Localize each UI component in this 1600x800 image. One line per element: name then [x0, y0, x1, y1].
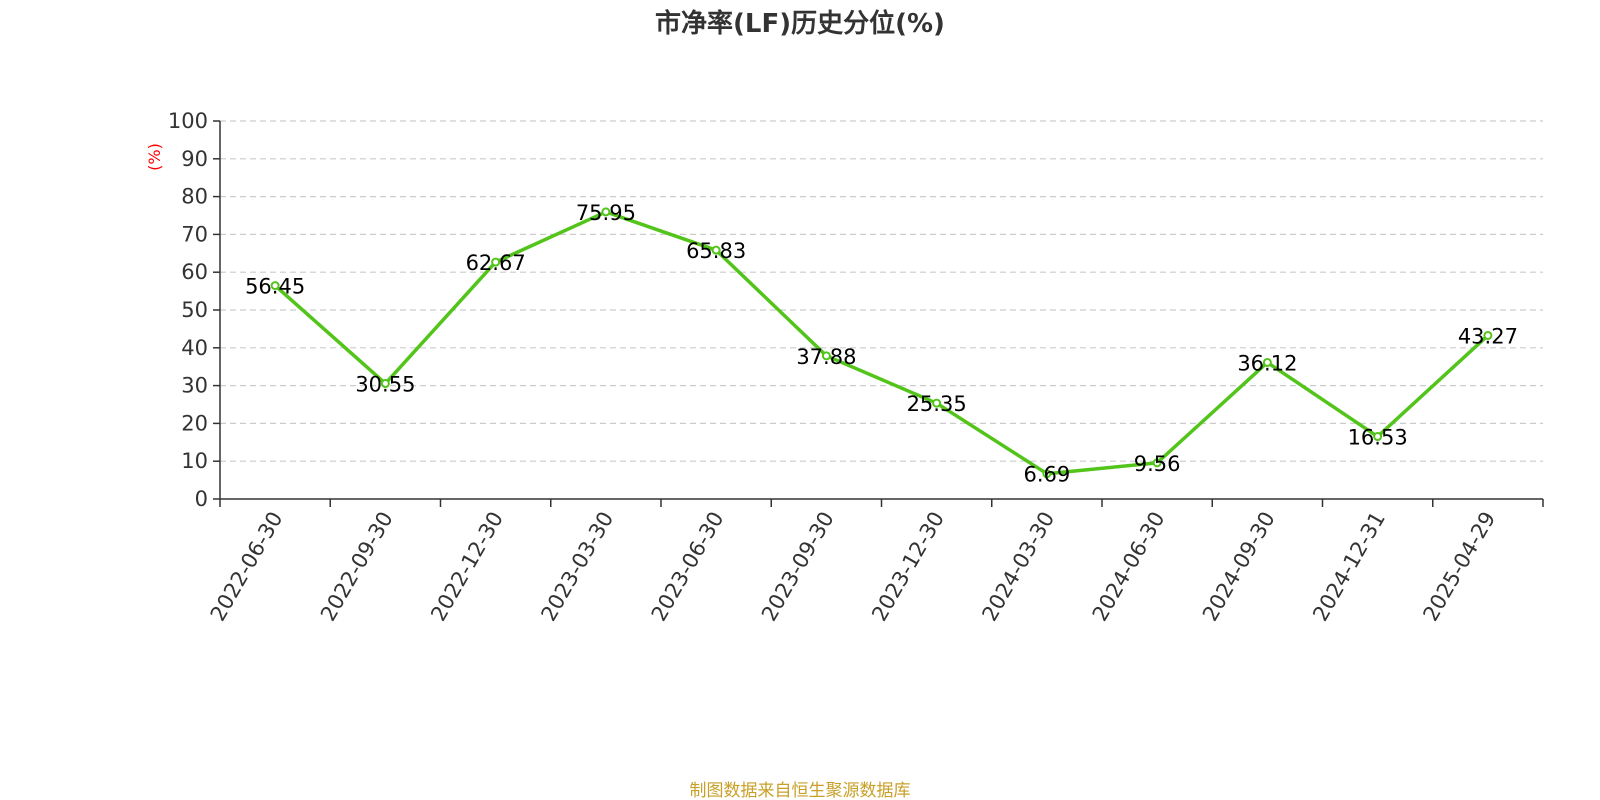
data-point	[270, 281, 280, 291]
y-tick-label: 20	[181, 411, 208, 435]
data-label: 56.45	[245, 275, 305, 299]
x-tick-label: 2022-12-30	[426, 508, 508, 626]
y-axis-label: (%)	[145, 143, 164, 171]
x-tick-label: 2024-06-30	[1088, 508, 1170, 626]
x-tick-label: 2024-09-30	[1198, 508, 1280, 626]
x-tick-label: 2023-03-30	[536, 508, 618, 626]
data-label: 65.83	[686, 239, 746, 263]
data-labels: 56.45 30.55 62.67 75.95 65.83 37.88 25.35 6.69 9…	[245, 201, 1518, 487]
data-label: 43.27	[1458, 324, 1518, 348]
y-tick-label: 0	[195, 487, 208, 511]
data-label: 37.88	[796, 345, 856, 369]
data-label: 30.55	[355, 373, 415, 397]
y-tick-label: 60	[181, 260, 208, 284]
data-point	[1373, 432, 1383, 442]
x-tick-label: 2022-09-30	[316, 508, 398, 626]
data-label: 25.35	[907, 392, 967, 416]
data-label: 16.53	[1348, 426, 1408, 450]
data-point	[932, 398, 942, 408]
data-label: 6.69	[1023, 463, 1070, 487]
data-label: 9.56	[1134, 452, 1181, 476]
data-label: 75.95	[576, 201, 636, 225]
y-tick-label: 80	[181, 185, 208, 209]
x-tick-label: 2024-12-31	[1308, 508, 1390, 626]
x-tick-label: 2022-06-30	[206, 508, 288, 626]
x-tick-label: 2023-09-30	[757, 508, 839, 626]
data-point	[711, 245, 721, 255]
series-line	[270, 207, 1493, 479]
x-tick-label: 2023-06-30	[647, 508, 729, 626]
y-tick-label: 30	[181, 374, 208, 398]
source-note: 制图数据来自恒生聚源数据库	[690, 781, 911, 800]
x-tick-label: 2023-12-30	[867, 508, 949, 626]
grid-lines	[220, 120, 1543, 462]
data-point	[491, 257, 501, 267]
data-label: 62.67	[466, 251, 526, 275]
y-tick-label: 10	[181, 449, 208, 473]
data-point	[1042, 469, 1052, 479]
chart-title: 市净率(LF)历史分位(%)	[655, 8, 945, 39]
y-tick-label: 100	[168, 109, 208, 133]
data-point	[821, 351, 831, 361]
y-tick-label: 70	[181, 222, 208, 246]
data-point	[1262, 357, 1272, 367]
x-tick-label: 2024-03-30	[977, 508, 1059, 626]
data-point	[1152, 458, 1162, 468]
data-point	[380, 379, 390, 389]
data-point	[1483, 330, 1493, 340]
data-point	[601, 207, 611, 217]
data-label: 36.12	[1237, 351, 1297, 375]
series-line-path	[273, 210, 1490, 476]
x-tick-label: 2025-04-29	[1418, 508, 1500, 626]
y-tick-label: 40	[181, 336, 208, 360]
y-tick-label: 50	[181, 298, 208, 322]
y-tick-label: 90	[181, 147, 208, 171]
